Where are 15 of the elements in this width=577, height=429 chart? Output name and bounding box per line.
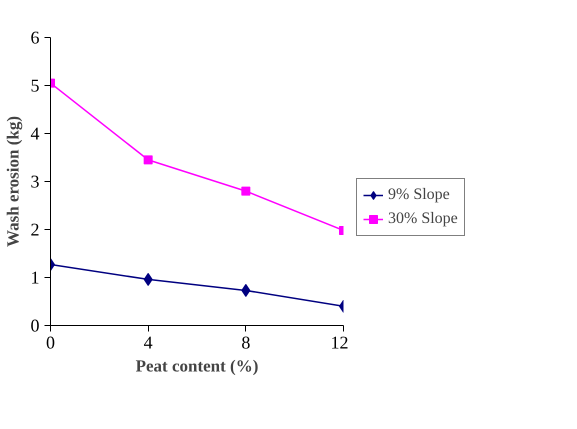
y-tick-label: 6 <box>30 28 40 48</box>
x-tick-label: 12 <box>330 332 348 352</box>
x-tick-label: 0 <box>46 332 55 352</box>
x-axis-title: Peat content (%) <box>136 356 258 376</box>
y-tick-label: 2 <box>30 220 40 240</box>
y-tick-label: 5 <box>30 76 40 96</box>
x-tick-label: 8 <box>241 332 250 352</box>
legend-label: 9% Slope <box>388 186 450 204</box>
x-tick-label: 4 <box>144 332 153 352</box>
y-tick-label: 1 <box>30 268 40 288</box>
legend-label: 30% Slope <box>388 210 458 228</box>
y-tick-label: 0 <box>30 316 40 336</box>
y-axis-title: Wash erosion (kg) <box>4 116 22 247</box>
y-tick-label: 4 <box>30 124 40 144</box>
y-tick-label: 3 <box>30 172 40 192</box>
